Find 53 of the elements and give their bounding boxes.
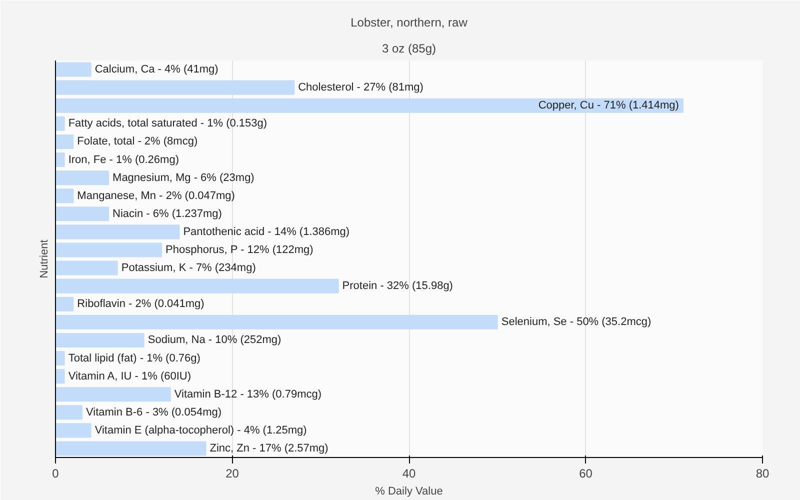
bar [56,98,684,113]
y-tick-label: Vitamin A, IU - 1% (60IU) [68,370,192,382]
bar [56,260,118,276]
y-tick-label: Vitamin E (alpha-tocopherol) - 4% (1.25mg) [94,424,307,436]
y-tick-label: Magnesium, Mg - 6% (23mg) [112,172,254,184]
chart-subtitle: 3 oz (85g) [382,42,436,56]
y-tick-label: Calcium, Ca - 4% (41mg) [94,64,218,76]
bar [56,423,92,438]
y-tick-label: Vitamin B-12 - 13% (0.79mcg) [174,388,322,400]
bar [56,296,74,312]
x-axis-title: % Daily Value [375,486,443,498]
bar [56,224,180,240]
bar [56,350,65,366]
y-tick-label: Pantothenic acid - 14% (1.386mg) [183,226,350,238]
x-tick-label: 40 [402,466,416,480]
y-tick-label: Total lipid (fat) - 1% (0.76g) [68,352,200,364]
bar [56,441,206,456]
y-tick-label: Riboflavin - 2% (0.041mg) [77,298,204,310]
y-tick-label: Zinc, Zn - 17% (2.57mg) [210,442,328,454]
bar [56,387,171,402]
y-tick-label: Protein - 32% (15.98g) [342,280,453,292]
bar [56,278,339,294]
y-tick-label: Fatty acids, total saturated - 1% (0.153g) [68,118,268,130]
y-tick-label: Phosphorus, P - 12% (122mg) [166,244,314,256]
bar [56,242,162,258]
x-tick-label: 80 [756,466,770,480]
y-tick-label: Manganese, Mn - 2% (0.047mg) [77,190,235,202]
y-tick-label: Potassium, K - 7% (234mg) [121,262,256,274]
y-tick-label: Vitamin B-6 - 3% (0.054mg) [86,406,222,418]
bar [56,152,65,168]
bar [56,314,498,330]
y-tick-label: Cholesterol - 27% (81mg) [298,82,424,94]
chart-title: Lobster, northern, raw [350,16,468,30]
y-tick-label: Sodium, Na - 10% (252mg) [148,334,282,346]
bar [56,206,110,222]
bar [56,369,65,384]
y-tick-label: Iron, Fe - 1% (0.26mg) [68,154,179,166]
y-axis-title: Nutrient [38,240,50,278]
y-tick-label: Niacin - 6% (1.237mg) [112,208,222,220]
bar [56,62,92,77]
bar [56,188,74,204]
bar [56,80,295,95]
bar [56,332,144,348]
y-tick-label: Selenium, Se - 50% (35.2mcg) [501,316,652,328]
x-tick-label: 60 [579,466,593,480]
bar [56,116,65,131]
bar [56,405,83,420]
bar [56,170,110,186]
y-tick-label: Copper, Cu - 71% (1.414mg) [538,100,679,112]
x-tick-label: 0 [52,466,60,480]
y-tick-label: Folate, total - 2% (8mcg) [77,136,198,148]
x-tick-label: 20 [226,466,240,480]
bar [56,134,74,149]
